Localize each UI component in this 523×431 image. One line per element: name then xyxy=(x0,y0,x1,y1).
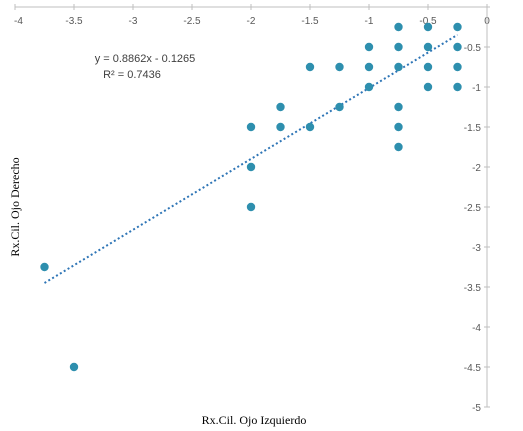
data-point xyxy=(453,62,462,72)
x-tick-label: -3.5 xyxy=(65,16,83,27)
data-point xyxy=(423,82,433,92)
trendline xyxy=(43,33,459,284)
y-tick-label: -3 xyxy=(472,243,481,254)
y-tick-label: -1.5 xyxy=(464,123,482,134)
x-tick-label: -3 xyxy=(129,16,138,27)
data-point xyxy=(453,82,462,92)
data-point xyxy=(423,42,433,52)
data-point xyxy=(453,22,462,32)
data-point xyxy=(69,362,79,372)
x-tick-label: -1.5 xyxy=(301,16,319,27)
data-point xyxy=(423,22,433,32)
data-point xyxy=(246,202,256,212)
data-point xyxy=(305,62,315,72)
data-point xyxy=(423,62,433,72)
data-point xyxy=(276,122,285,132)
data-point xyxy=(276,102,285,112)
data-point xyxy=(335,102,344,112)
data-point xyxy=(335,62,344,72)
data-point xyxy=(246,122,256,132)
y-tick-label: -1 xyxy=(472,83,481,94)
y-tick-label: -0.5 xyxy=(464,43,482,54)
x-tick-label: -2 xyxy=(247,16,256,27)
data-point xyxy=(394,42,403,52)
y-axis-ticks: -0.5 -1 -1.5 -2 -2.5 -3 -3.5 -4 -4.5 -5 xyxy=(464,6,490,414)
y-axis-title: Rx.Cil. Ojo Derecho xyxy=(8,157,22,256)
data-point xyxy=(305,122,315,132)
y-tick-label: -2.5 xyxy=(464,203,482,214)
data-points xyxy=(40,22,462,372)
data-point xyxy=(394,122,403,132)
data-point xyxy=(246,162,256,172)
x-tick-label: -0.5 xyxy=(419,16,437,27)
y-tick-label: -4.5 xyxy=(464,363,482,374)
data-point xyxy=(40,262,49,272)
data-point xyxy=(453,42,462,52)
data-point xyxy=(364,62,374,72)
data-point xyxy=(394,142,403,152)
x-tick-label: -2.5 xyxy=(183,16,201,27)
x-tick-label: -1 xyxy=(365,16,374,27)
y-tick-label: -4 xyxy=(472,323,481,334)
y-tick-label: -5 xyxy=(472,403,481,414)
trendline-equation: y = 0.8862x - 0.1265 xyxy=(95,53,196,65)
y-tick-label: -3.5 xyxy=(464,283,482,294)
x-axis-title: Rx.Cil. Ojo Izquierdo xyxy=(202,413,307,427)
data-point xyxy=(394,62,403,72)
y-tick-label: -2 xyxy=(472,163,481,174)
data-point xyxy=(394,22,403,32)
data-point xyxy=(394,102,403,112)
data-point xyxy=(364,42,374,52)
r-squared-label: R² = 0.7436 xyxy=(103,69,161,81)
data-point xyxy=(364,82,374,92)
x-tick-label: -4 xyxy=(14,16,23,27)
